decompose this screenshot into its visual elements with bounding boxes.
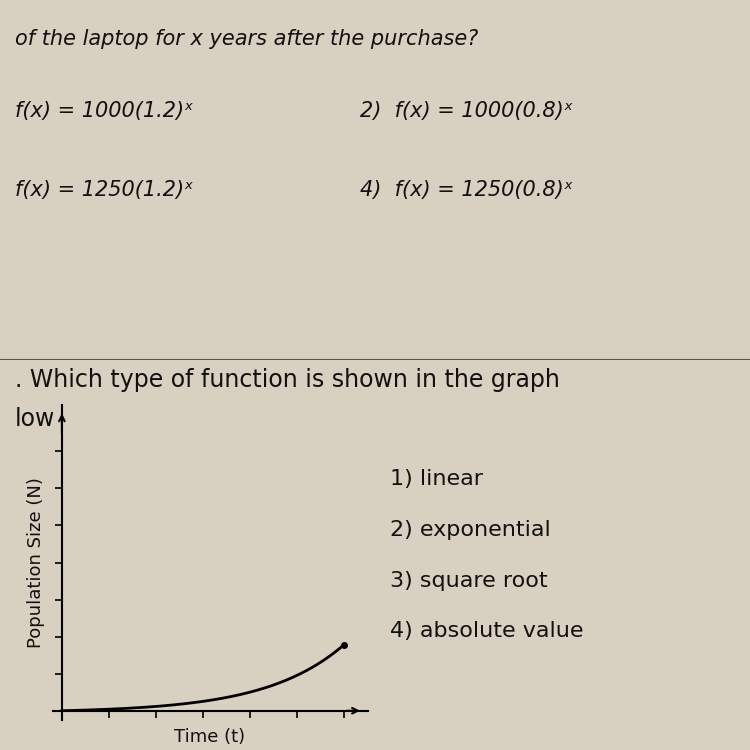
Text: 1) linear: 1) linear: [390, 470, 483, 489]
Text: of the laptop for x years after the purchase?: of the laptop for x years after the purc…: [15, 28, 478, 49]
Text: 2)  f(x) = 1000(0.8)ˣ: 2) f(x) = 1000(0.8)ˣ: [360, 100, 573, 121]
Text: 4) absolute value: 4) absolute value: [390, 621, 584, 641]
Y-axis label: Population Size (N): Population Size (N): [26, 477, 44, 648]
Text: low?: low?: [15, 406, 68, 430]
Text: 2) exponential: 2) exponential: [390, 520, 550, 540]
Text: 4)  f(x) = 1250(0.8)ˣ: 4) f(x) = 1250(0.8)ˣ: [360, 180, 573, 200]
Text: 3) square root: 3) square root: [390, 571, 548, 590]
Text: f(x) = 1250(1.2)ˣ: f(x) = 1250(1.2)ˣ: [15, 180, 194, 200]
Text: f(x) = 1000(1.2)ˣ: f(x) = 1000(1.2)ˣ: [15, 100, 194, 121]
Text: . Which type of function is shown in the graph: . Which type of function is shown in the…: [15, 368, 560, 392]
X-axis label: Time (t): Time (t): [175, 728, 245, 746]
